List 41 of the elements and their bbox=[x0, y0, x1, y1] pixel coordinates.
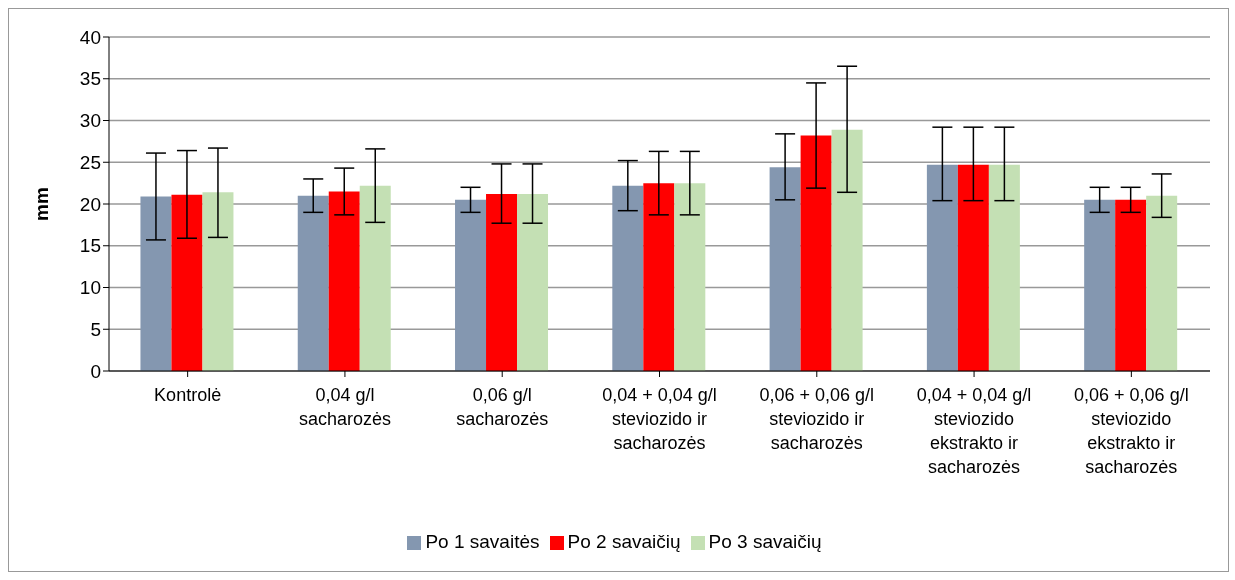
y-tick-label: 0 bbox=[90, 360, 101, 382]
legend-label: Po 2 savaičių bbox=[567, 531, 681, 552]
y-tick-label: 30 bbox=[79, 110, 101, 132]
bar bbox=[769, 167, 801, 371]
bar bbox=[957, 164, 989, 371]
bar bbox=[831, 129, 863, 371]
bar bbox=[455, 199, 487, 371]
bar bbox=[171, 194, 203, 371]
bar bbox=[612, 185, 644, 371]
bar bbox=[140, 196, 172, 371]
y-tick-label: 5 bbox=[90, 318, 101, 340]
bar bbox=[328, 191, 360, 371]
bar bbox=[1115, 199, 1147, 371]
bar bbox=[674, 183, 706, 371]
bar bbox=[926, 164, 958, 371]
x-tick-label: 0,06 g/l sacharozės bbox=[456, 385, 549, 429]
y-tick-label: 10 bbox=[79, 277, 101, 299]
y-tick-label: 25 bbox=[79, 151, 101, 173]
x-tick-label: 0,06 + 0,06 g/l steviozido ekstrakto ir sacharozės bbox=[1074, 385, 1189, 477]
x-tick-label: 0,06 + 0,06 g/l steviozido ir sacharozės bbox=[759, 385, 875, 453]
y-tick-label: 35 bbox=[79, 68, 101, 90]
bar bbox=[643, 183, 675, 371]
y-tick-label: 40 bbox=[79, 26, 101, 48]
bar bbox=[800, 135, 832, 371]
x-tick-label: Kontrolė bbox=[154, 385, 222, 405]
x-tick-label: 0,04 g/l sacharozės bbox=[298, 385, 391, 429]
y-tick-label: 15 bbox=[79, 235, 101, 257]
x-tick-label: 0,04 + 0,04 g/l steviozido ir sacharozės bbox=[602, 385, 717, 453]
bar bbox=[359, 185, 391, 371]
bar bbox=[297, 195, 329, 371]
y-axis-title: mm bbox=[30, 187, 52, 221]
bar bbox=[1084, 199, 1116, 371]
bar bbox=[517, 193, 549, 371]
bar bbox=[202, 192, 234, 371]
legend-label: Po 3 savaičių bbox=[708, 531, 822, 552]
legend-label: Po 1 savaitės bbox=[425, 531, 540, 552]
bar bbox=[486, 193, 518, 371]
bar bbox=[988, 164, 1020, 371]
x-tick-label: 0,04 + 0,04 g/l steviozido ekstrakto ir sacharozės bbox=[916, 385, 1032, 477]
bar bbox=[1146, 195, 1178, 371]
y-tick-label: 20 bbox=[79, 193, 101, 215]
